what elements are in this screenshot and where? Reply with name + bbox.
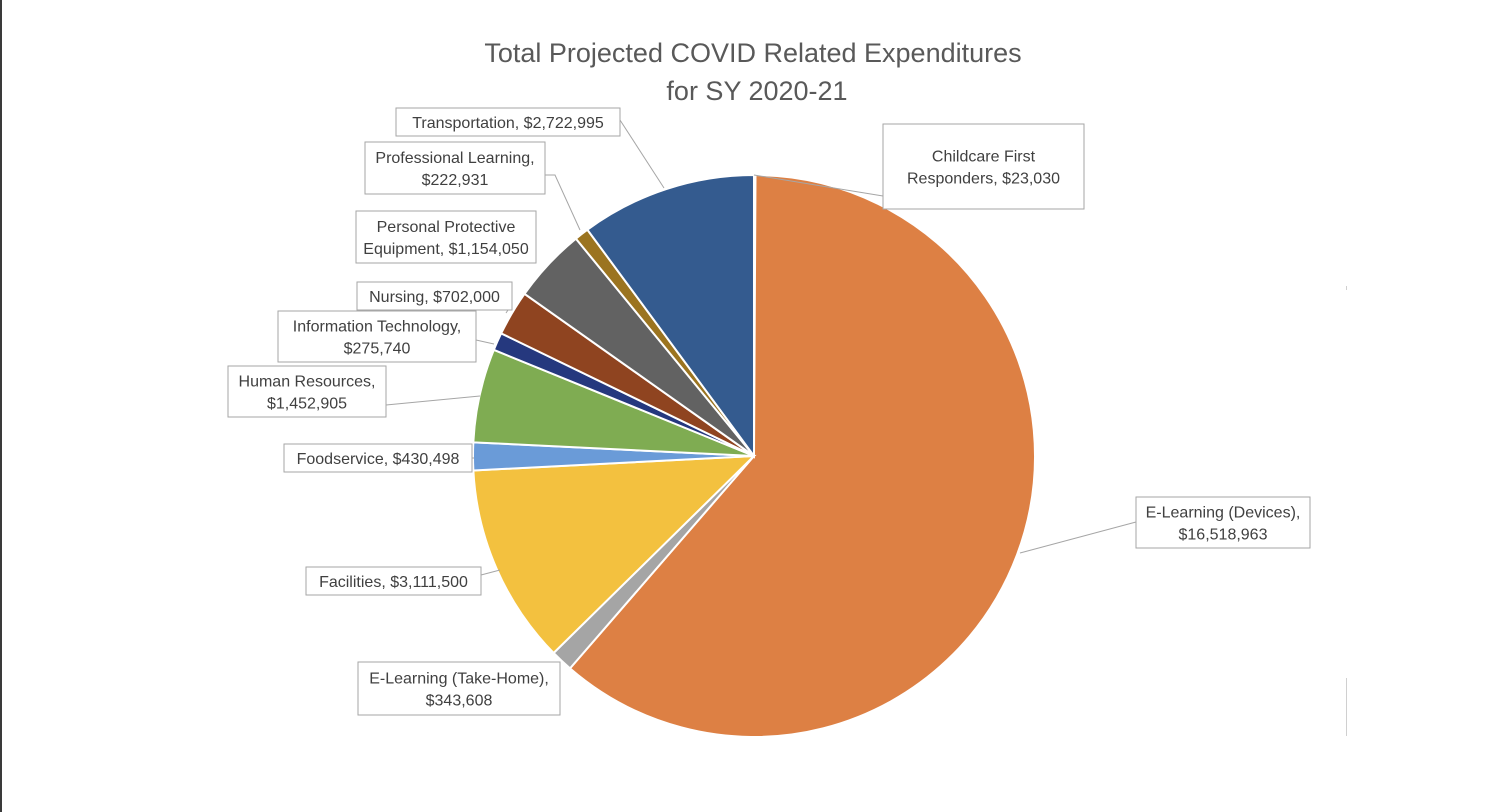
- data-label-text: $222,931: [422, 172, 489, 189]
- slice-transportation: [586, 173, 755, 460]
- data-label-box: [355, 210, 537, 264]
- data-label-text: $1,452,905: [267, 396, 347, 413]
- right-edge-mark-bottom: [1346, 678, 1347, 736]
- data-label-box: [364, 141, 546, 195]
- data-label-nursing: Nursing, $702,000: [356, 281, 513, 311]
- data-label-text: Foodservice, $430,498: [297, 451, 460, 468]
- data-label-box: [305, 566, 482, 596]
- leader-lines: [385, 119, 1137, 576]
- data-label-personal-protective-equipment: Personal Protective Equipment, $1,154,050: [355, 210, 537, 264]
- data-label-text: Childcare First: [932, 149, 1036, 166]
- leader-line-professional-learning: [545, 174, 581, 231]
- data-label-e-learning-devices: E-Learning (Devices), $16,518,963: [1135, 496, 1311, 549]
- data-label-box: [227, 365, 387, 418]
- slice-e-learning-devices: [568, 173, 1036, 738]
- data-label-text: Responders, $23,030: [907, 171, 1060, 188]
- data-label-human-resources: Human Resources, $1,452,905: [227, 365, 387, 418]
- data-label-text: Facilities, $3,111,500: [319, 574, 468, 591]
- leader-line-information-technology: [475, 339, 495, 345]
- data-label-text: $275,740: [344, 341, 411, 358]
- data-label-box: [882, 123, 1085, 210]
- data-label-text: E-Learning (Take-Home),: [369, 671, 549, 688]
- data-label-transportation: Transportation, $2,722,995: [395, 107, 621, 137]
- data-label-text: Personal Protective: [377, 219, 516, 236]
- data-label-box: [395, 107, 621, 137]
- data-label-foodservice: Foodservice, $430,498: [283, 443, 473, 473]
- data-label-e-learning-take-home: E-Learning (Take-Home), $343,608: [357, 661, 561, 716]
- data-label-box: [277, 310, 477, 363]
- data-label-text: Transportation, $2,722,995: [412, 115, 604, 132]
- chart-title-line-1: Total Projected COVID Related Expenditur…: [484, 38, 1021, 68]
- data-label-facilities: Facilities, $3,111,500: [305, 566, 482, 596]
- chart-title-line-2: for SY 2020-21: [666, 76, 847, 106]
- leader-line-facilities: [480, 569, 501, 576]
- data-label-text: Equipment, $1,154,050: [363, 241, 529, 258]
- leader-line-childcare-first-responders: [753, 174, 884, 197]
- data-label-childcare-first-responders: Childcare First Responders, $23,030: [882, 123, 1085, 210]
- slice-facilities: [472, 454, 757, 655]
- leader-line-human-resources: [385, 395, 481, 406]
- leader-line-transportation: [619, 119, 665, 189]
- data-label-text: Human Resources,: [239, 374, 376, 391]
- right-edge-mark-top: [1346, 286, 1347, 290]
- data-label-box: [1135, 496, 1311, 549]
- data-labels: Childcare First Responders, $23,030 E-Lear…: [227, 107, 1311, 716]
- data-label-text: Nursing, $702,000: [369, 289, 500, 306]
- leader-line-e-learning-devices: [1019, 521, 1137, 554]
- data-label-text: $16,518,963: [1179, 527, 1268, 544]
- window-left-border: [0, 0, 2, 812]
- data-label-text: Professional Learning,: [375, 150, 534, 167]
- data-label-box: [357, 661, 561, 716]
- data-label-text: Information Technology,: [293, 319, 461, 336]
- data-label-information-technology: Information Technology, $275,740: [277, 310, 477, 363]
- data-label-text: $343,608: [426, 693, 493, 710]
- pie-slices: [471, 173, 1036, 738]
- data-label-text: E-Learning (Devices),: [1146, 505, 1301, 522]
- data-label-box: [283, 443, 473, 473]
- data-label-box: [356, 281, 513, 311]
- data-label-professional-learning: Professional Learning, $222,931: [364, 141, 546, 195]
